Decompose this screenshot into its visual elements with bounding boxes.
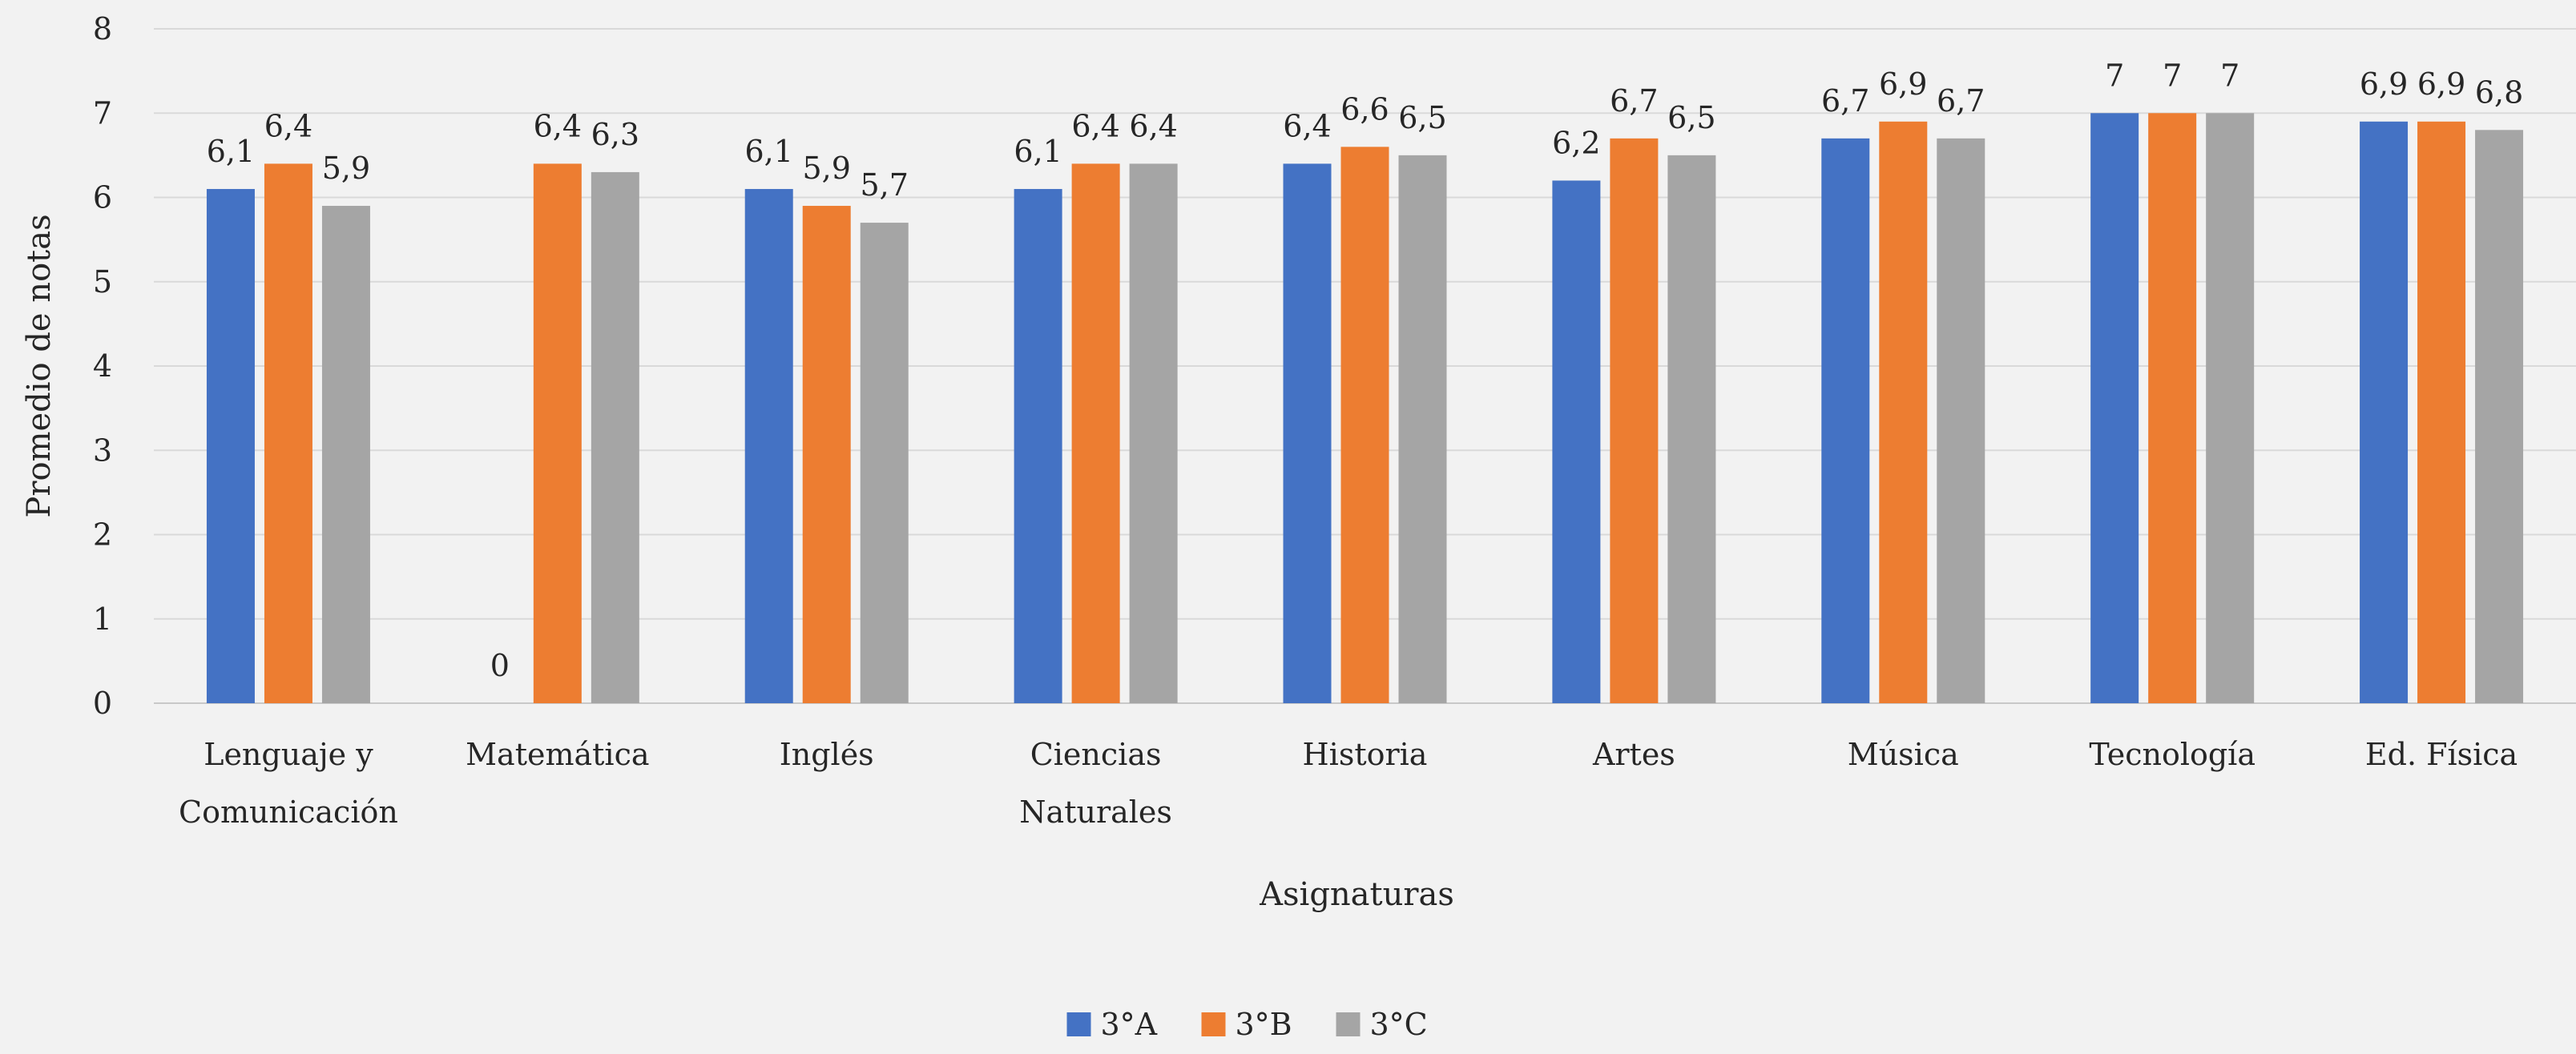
- y-tick-label: 5: [93, 264, 112, 300]
- data-label: 6,5: [1667, 100, 1715, 135]
- bar[interactable]: [2148, 113, 2197, 703]
- x-axis-categories: Lenguaje y Comunicación Matemática Inglés Ci…: [179, 737, 2518, 830]
- bars: [206, 113, 2524, 704]
- x-category-label: Artes: [1592, 737, 1675, 772]
- data-label: 6,7: [1821, 83, 1869, 119]
- data-label: 6,7: [1937, 83, 1985, 119]
- y-axis-title: Promedio de notas: [21, 214, 58, 517]
- data-label: 6,1: [745, 134, 793, 169]
- legend[interactable]: 3°A 3°B 3°C: [1066, 1007, 1428, 1042]
- data-label: 7: [2220, 58, 2239, 93]
- bar[interactable]: [2475, 130, 2524, 704]
- bar[interactable]: [264, 163, 312, 703]
- data-label: 6,4: [534, 108, 582, 143]
- bar[interactable]: [591, 171, 639, 704]
- y-tick-label: 6: [93, 180, 112, 215]
- bar[interactable]: [1071, 163, 1120, 703]
- legend-swatch: [1066, 1012, 1091, 1036]
- x-category-label: Inglés: [780, 737, 874, 772]
- data-label: 6,5: [1398, 100, 1446, 135]
- bar[interactable]: [533, 163, 582, 703]
- data-label: 0: [490, 648, 510, 683]
- x-category-label: Lenguaje y Comunicación: [179, 737, 398, 830]
- x-category-label: Ciencias Naturales: [1019, 737, 1172, 830]
- x-category-label: Tecnología: [2089, 737, 2256, 772]
- bar[interactable]: [860, 223, 909, 703]
- data-label: 6,7: [1610, 83, 1658, 119]
- bar[interactable]: [1129, 163, 1178, 703]
- data-label: 7: [2105, 58, 2124, 93]
- legend-swatch: [1336, 1012, 1361, 1036]
- x-category-label: Ed. Física: [2365, 737, 2518, 772]
- legend-label: 3°C: [1370, 1007, 1428, 1042]
- data-label: 6,4: [264, 108, 312, 143]
- legend-item[interactable]: 3°C: [1336, 1007, 1428, 1042]
- bar[interactable]: [802, 206, 851, 703]
- y-tick-label: 7: [93, 95, 112, 131]
- y-tick-label: 0: [93, 686, 112, 721]
- data-label: 6,9: [2360, 66, 2408, 102]
- bar[interactable]: [2206, 113, 2255, 703]
- bar[interactable]: [1340, 147, 1389, 704]
- bar[interactable]: [2360, 121, 2409, 703]
- data-label: 6,4: [1071, 108, 1119, 143]
- bar[interactable]: [744, 188, 793, 704]
- data-label: 6,1: [1014, 134, 1062, 169]
- data-label: 6,8: [2475, 74, 2523, 110]
- bar[interactable]: [1610, 138, 1659, 703]
- y-tick-label: 8: [93, 11, 112, 46]
- bar[interactable]: [2417, 121, 2466, 703]
- data-label: 6,6: [1340, 91, 1389, 127]
- bar[interactable]: [1398, 155, 1447, 703]
- legend-item[interactable]: 3°B: [1201, 1007, 1292, 1042]
- bar[interactable]: [1667, 155, 1716, 703]
- y-tick-label: 2: [93, 517, 112, 553]
- bar[interactable]: [1937, 138, 1985, 703]
- data-label: 5,9: [322, 151, 370, 186]
- data-label: 6,2: [1552, 125, 1600, 160]
- data-labels: 6,1 6,4 5,9 0 6,4 6,3 6,1 5,9 5,7 6,1 6,4 6,4 6,4 6,6…: [207, 58, 2524, 683]
- bar[interactable]: [1014, 188, 1062, 704]
- y-axis-ticks: 0 1 2 3 4 5 6 7 8: [93, 11, 112, 721]
- bar[interactable]: [1879, 121, 1928, 703]
- data-label: 6,4: [1129, 108, 1177, 143]
- data-label: 6,4: [1283, 108, 1331, 143]
- data-label: 6,1: [207, 134, 255, 169]
- y-tick-label: 3: [93, 432, 112, 468]
- data-label: 5,7: [861, 167, 909, 203]
- x-category-label: Música: [1848, 737, 1959, 772]
- legend-label: 3°A: [1101, 1007, 1158, 1042]
- bar[interactable]: [2090, 113, 2139, 703]
- bar[interactable]: [321, 206, 370, 703]
- x-category-label: Matemática: [466, 737, 649, 772]
- legend-swatch: [1201, 1012, 1226, 1036]
- data-label: 6,9: [1879, 66, 1927, 102]
- bar[interactable]: [206, 188, 255, 704]
- x-category-label: Historia: [1303, 737, 1428, 772]
- legend-label: 3°B: [1236, 1007, 1292, 1042]
- bar[interactable]: [1283, 163, 1332, 703]
- bar[interactable]: [1821, 138, 1870, 703]
- x-axis-title: Asignaturas: [1259, 876, 1454, 913]
- legend-item[interactable]: 3°A: [1066, 1007, 1158, 1042]
- bar[interactable]: [1552, 180, 1601, 703]
- y-tick-label: 1: [93, 601, 112, 637]
- y-tick-label: 4: [93, 348, 112, 384]
- data-label: 6,3: [591, 117, 639, 152]
- data-label: 7: [2163, 58, 2182, 93]
- data-label: 6,9: [2417, 66, 2465, 102]
- data-label: 5,9: [803, 151, 851, 186]
